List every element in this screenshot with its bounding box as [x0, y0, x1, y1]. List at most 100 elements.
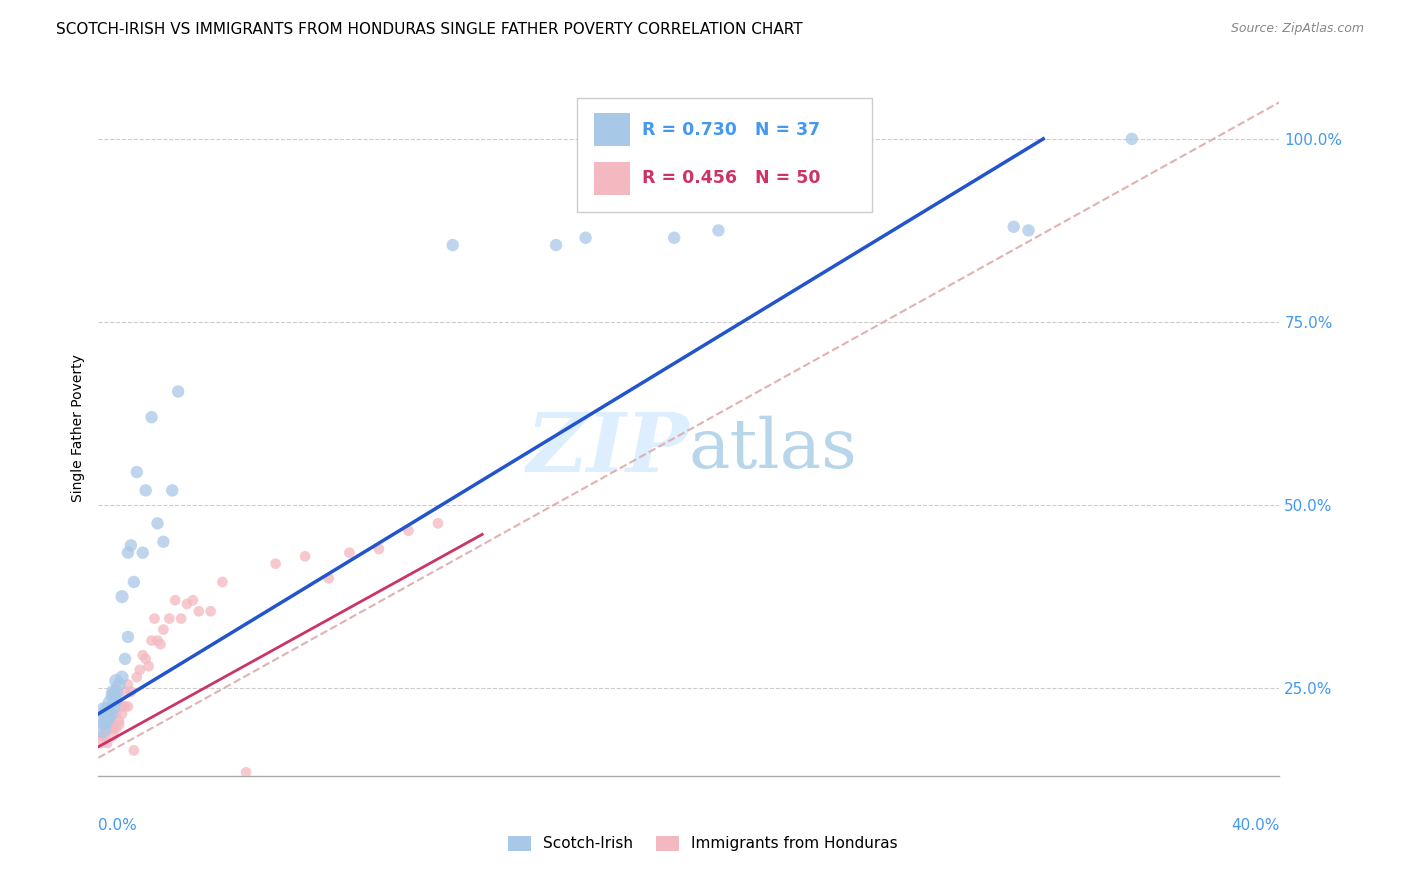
- Point: [105, 685, 128, 699]
- Point: [181, 593, 204, 607]
- Point: [111, 706, 134, 721]
- Point: [146, 516, 169, 531]
- Point: [146, 633, 169, 648]
- Point: [176, 597, 198, 611]
- Point: [441, 238, 464, 252]
- Point: [108, 718, 131, 732]
- Point: [105, 673, 128, 688]
- Point: [339, 546, 360, 560]
- Point: [117, 677, 139, 691]
- Point: [707, 223, 730, 237]
- Point: [1017, 223, 1039, 237]
- Point: [135, 652, 157, 666]
- Point: [117, 699, 139, 714]
- Point: [105, 706, 128, 721]
- Point: [98, 710, 121, 724]
- Point: [96, 710, 118, 724]
- Point: [396, 524, 419, 538]
- Point: [111, 670, 134, 684]
- Bar: [595, 161, 630, 195]
- Point: [98, 706, 121, 721]
- Point: [93, 722, 115, 736]
- Point: [200, 604, 222, 618]
- Point: [264, 557, 287, 571]
- Point: [162, 483, 183, 498]
- Point: [1121, 132, 1143, 146]
- Point: [90, 736, 112, 750]
- Point: [120, 685, 142, 699]
- Point: [103, 699, 125, 714]
- Text: 40.0%: 40.0%: [1232, 818, 1279, 832]
- Point: [122, 574, 145, 589]
- Point: [103, 689, 125, 703]
- Point: [117, 546, 139, 560]
- Point: [138, 659, 160, 673]
- FancyBboxPatch shape: [576, 98, 872, 212]
- Point: [103, 685, 125, 699]
- Point: [93, 703, 115, 717]
- Point: [149, 637, 172, 651]
- Point: [122, 743, 145, 757]
- Point: [111, 590, 134, 604]
- Text: ZIP: ZIP: [526, 409, 689, 489]
- Point: [318, 571, 340, 585]
- Point: [93, 714, 115, 728]
- Point: [90, 722, 112, 736]
- Point: [96, 703, 118, 717]
- Point: [93, 729, 115, 743]
- Point: [187, 604, 209, 618]
- Bar: [595, 113, 630, 146]
- Point: [103, 729, 125, 743]
- Point: [132, 648, 155, 663]
- Point: [105, 692, 128, 706]
- Point: [235, 765, 257, 780]
- Point: [250, 788, 273, 802]
- Point: [152, 623, 174, 637]
- Point: [427, 516, 450, 531]
- Point: [128, 663, 150, 677]
- Point: [114, 699, 136, 714]
- Point: [546, 238, 568, 252]
- Point: [294, 549, 316, 564]
- Point: [141, 410, 163, 425]
- Point: [125, 465, 148, 479]
- Point: [167, 384, 190, 399]
- Point: [170, 611, 193, 625]
- Point: [105, 722, 128, 736]
- Text: 0.0%: 0.0%: [98, 818, 138, 832]
- Point: [143, 611, 166, 625]
- Point: [141, 633, 163, 648]
- Point: [211, 574, 233, 589]
- Point: [574, 231, 596, 245]
- Text: SCOTCH-IRISH VS IMMIGRANTS FROM HONDURAS SINGLE FATHER POVERTY CORRELATION CHART: SCOTCH-IRISH VS IMMIGRANTS FROM HONDURAS…: [56, 22, 803, 37]
- Point: [125, 670, 148, 684]
- Point: [165, 593, 187, 607]
- Point: [114, 685, 136, 699]
- Point: [1002, 219, 1025, 234]
- Text: R = 0.456   N = 50: R = 0.456 N = 50: [641, 169, 820, 187]
- Text: Source: ZipAtlas.com: Source: ZipAtlas.com: [1230, 22, 1364, 36]
- Point: [108, 714, 131, 728]
- Point: [103, 718, 125, 732]
- Point: [90, 729, 112, 743]
- Point: [98, 722, 121, 736]
- Point: [157, 611, 180, 625]
- Point: [152, 534, 174, 549]
- Point: [96, 722, 118, 736]
- Point: [664, 231, 686, 245]
- Point: [103, 722, 125, 736]
- Point: [114, 652, 136, 666]
- Point: [96, 736, 118, 750]
- Y-axis label: Single Father Poverty: Single Father Poverty: [72, 354, 86, 502]
- Point: [117, 630, 139, 644]
- Point: [135, 483, 157, 498]
- Point: [132, 546, 155, 560]
- Point: [120, 538, 142, 552]
- Text: R = 0.730   N = 37: R = 0.730 N = 37: [641, 120, 820, 138]
- Point: [111, 699, 134, 714]
- Point: [98, 696, 121, 710]
- Point: [108, 677, 131, 691]
- Point: [368, 541, 391, 556]
- Legend: Scotch-Irish, Immigrants from Honduras: Scotch-Irish, Immigrants from Honduras: [502, 830, 904, 857]
- Text: atlas: atlas: [689, 416, 858, 483]
